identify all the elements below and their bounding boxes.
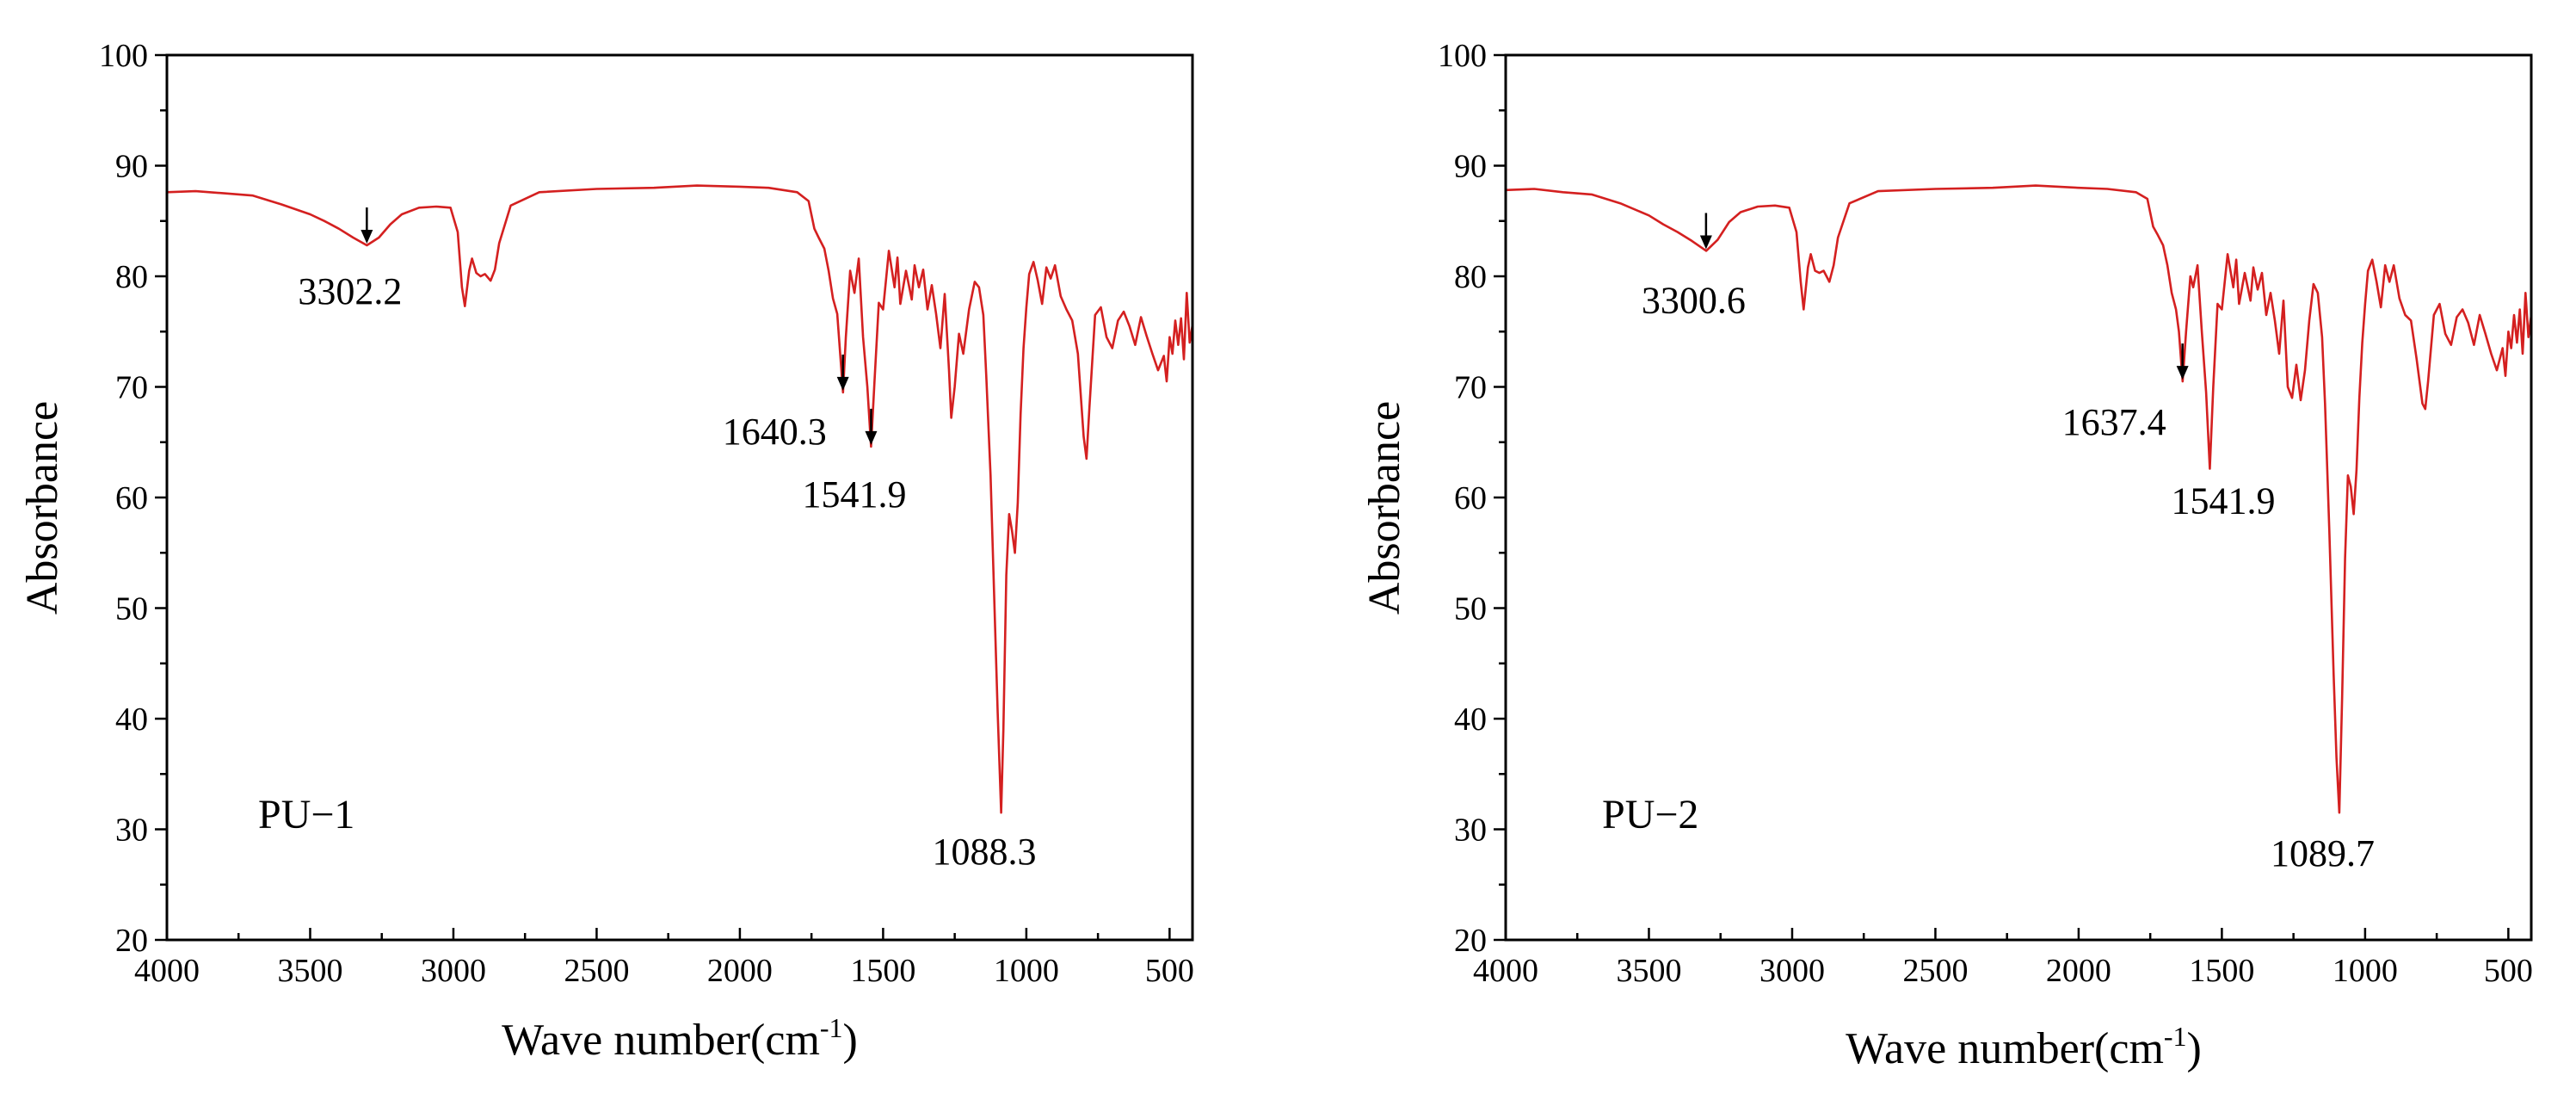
x-axis-title-end: ) xyxy=(843,1016,858,1065)
y-tick-label: 70 xyxy=(115,370,148,406)
annotation-arrow-head xyxy=(836,376,849,391)
x-tick-label: 500 xyxy=(1145,953,1194,989)
y-tick-label: 20 xyxy=(1454,923,1487,959)
chart-panel-pu2: Absorbance Wave number(cm-1) PU−2 4000 35… xyxy=(1360,38,2533,1073)
x-axis-title-main: Wave number(cm xyxy=(502,1016,820,1065)
peak-annotation-label: 1089.7 xyxy=(2271,832,2375,874)
y-tick-label: 70 xyxy=(1454,370,1487,406)
y-tick-label: 50 xyxy=(1454,591,1487,627)
plot-frame xyxy=(165,53,1194,942)
annotation-arrow-head xyxy=(2176,366,2189,380)
x-tick-label: 1500 xyxy=(2189,953,2254,989)
annotation-arrow-head xyxy=(361,230,373,244)
y-tick-label: 50 xyxy=(115,591,148,627)
x-tick-label: 2000 xyxy=(707,953,773,989)
chart-panel-pu1: Absorbance Wave number(cm-1) PU−1 4000 35… xyxy=(18,38,1194,1065)
y-tick-label: 80 xyxy=(115,259,148,295)
peak-annotation-label: 1541.9 xyxy=(802,473,906,516)
x-axis-title-sup: -1 xyxy=(820,1012,843,1043)
spectrum-line-pu1 xyxy=(166,184,1194,814)
x-tick-label: 2500 xyxy=(1902,953,1968,989)
x-axis-title-main: Wave number(cm xyxy=(1846,1024,2164,1073)
annotation-arrow-head xyxy=(865,430,878,445)
x-axis-title-end: ) xyxy=(2187,1024,2202,1073)
peak-annotation-label: 3300.6 xyxy=(1642,279,1746,321)
x-tick-label: 2000 xyxy=(2046,953,2111,989)
x-axis-title-sup: -1 xyxy=(2164,1021,2187,1052)
x-axis-title: Wave number(cm-1) xyxy=(502,1012,858,1065)
y-tick-label: 100 xyxy=(1438,38,1487,74)
x-tick-label: 3500 xyxy=(277,953,342,989)
peak-annotation-label: 1640.3 xyxy=(723,411,827,453)
peak-annotation-label: 1541.9 xyxy=(2171,480,2275,522)
x-tick-label: 3000 xyxy=(421,953,486,989)
annotation-arrow-head xyxy=(1699,235,1712,250)
y-axis-title: Absorbance xyxy=(1360,401,1409,615)
y-axis-title-text: Absorbance xyxy=(18,401,67,615)
x-axis-title: Wave number(cm-1) xyxy=(1846,1021,2202,1073)
y-tick-label: 30 xyxy=(115,813,148,849)
y-tick-label: 20 xyxy=(115,923,148,959)
y-axis-title: Absorbance xyxy=(18,401,67,615)
y-axis-title-text: Absorbance xyxy=(1360,401,1409,615)
x-tick-label: 3000 xyxy=(1759,953,1825,989)
x-tick-label: 4000 xyxy=(1473,953,1538,989)
x-tick-label: 4000 xyxy=(134,953,200,989)
peak-annotation-label: 1637.4 xyxy=(2062,401,2166,443)
peak-annotation-label: 3302.2 xyxy=(298,270,402,312)
x-tick-label: 1500 xyxy=(850,953,915,989)
y-tick-label: 40 xyxy=(1454,701,1487,738)
spectrum-line-pu2 xyxy=(1505,184,2533,814)
y-tick-label: 80 xyxy=(1454,259,1487,295)
peak-annotation-label: 1088.3 xyxy=(932,831,1036,873)
x-tick-label: 1000 xyxy=(994,953,1059,989)
panel-label-pu1: PU−1 xyxy=(258,792,354,837)
x-tick-label: 3500 xyxy=(1616,953,1681,989)
y-tick-label: 60 xyxy=(1454,480,1487,516)
y-tick-label: 100 xyxy=(99,38,148,74)
y-tick-label: 90 xyxy=(115,149,148,185)
y-tick-label: 30 xyxy=(1454,813,1487,849)
x-tick-label: 500 xyxy=(2484,953,2533,989)
x-tick-label: 2500 xyxy=(564,953,629,989)
plot-frame xyxy=(1504,53,2533,942)
panel-label-pu2: PU−2 xyxy=(1602,792,1698,837)
x-tick-label: 1000 xyxy=(2333,953,2398,989)
y-tick-label: 60 xyxy=(115,480,148,516)
y-tick-label: 90 xyxy=(1454,149,1487,185)
y-tick-label: 40 xyxy=(115,701,148,738)
